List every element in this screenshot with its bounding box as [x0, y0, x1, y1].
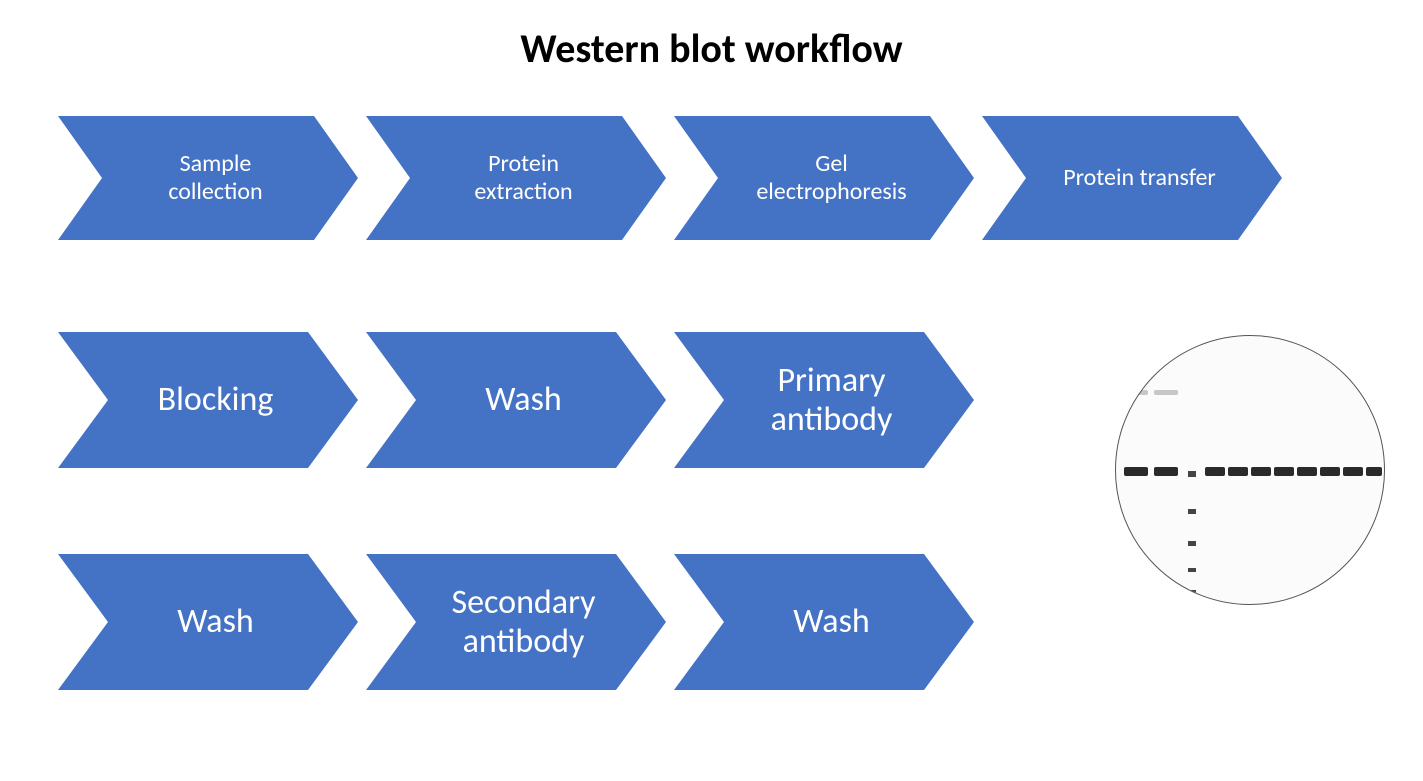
workflow-step-label: Blocking: [108, 380, 309, 419]
workflow-step-label: Primary antibody: [721, 361, 928, 439]
blot-ladder-mark: [1188, 568, 1196, 572]
blot-ladder-mark: [1188, 471, 1196, 477]
workflow-step: Wash: [58, 554, 358, 690]
workflow-row-3: Wash Secondary antibody Wash: [58, 554, 982, 690]
workflow-step-label: Wash: [435, 380, 597, 419]
blot-faint-band: [1154, 390, 1178, 395]
blot-band: [1297, 467, 1317, 476]
workflow-step: Protein transfer: [982, 116, 1282, 240]
blot-ladder-mark: [1188, 590, 1196, 594]
workflow-step-label: Protein extraction: [424, 150, 607, 205]
page-title: Western blot workflow: [0, 24, 1423, 73]
workflow-step-label: Gel electrophoresis: [706, 150, 941, 205]
workflow-step: Gel electrophoresis: [674, 116, 974, 240]
workflow-row-2: Blocking Wash Primary antibody: [58, 332, 982, 468]
workflow-step-label: Wash: [743, 602, 905, 641]
workflow-step-label: Wash: [127, 602, 289, 641]
workflow-step: Protein extraction: [366, 116, 666, 240]
blot-ladder-mark: [1188, 541, 1196, 546]
workflow-step-label: Protein transfer: [1013, 164, 1251, 192]
blot-band: [1251, 467, 1271, 476]
blot-result-image: [1115, 335, 1385, 605]
blot-band: [1366, 467, 1382, 476]
blot-band: [1228, 467, 1248, 476]
workflow-step: Primary antibody: [674, 332, 974, 468]
blot-band: [1274, 467, 1294, 476]
workflow-step: Blocking: [58, 332, 358, 468]
workflow-step: Wash: [674, 554, 974, 690]
workflow-step: Wash: [366, 332, 666, 468]
workflow-row-1: Sample collection Protein extraction Gel e…: [58, 116, 1290, 240]
blot-band: [1343, 467, 1363, 476]
blot-band: [1154, 467, 1178, 476]
blot-ladder-mark: [1188, 509, 1196, 514]
workflow-step: Sample collection: [58, 116, 358, 240]
workflow-step: Secondary antibody: [366, 554, 666, 690]
workflow-step-label: Sample collection: [118, 150, 297, 205]
blot-band: [1205, 467, 1225, 476]
workflow-step-label: Secondary antibody: [402, 583, 631, 661]
blot-band: [1320, 467, 1340, 476]
blot-faint-band: [1124, 390, 1148, 395]
blot-band: [1124, 467, 1148, 476]
